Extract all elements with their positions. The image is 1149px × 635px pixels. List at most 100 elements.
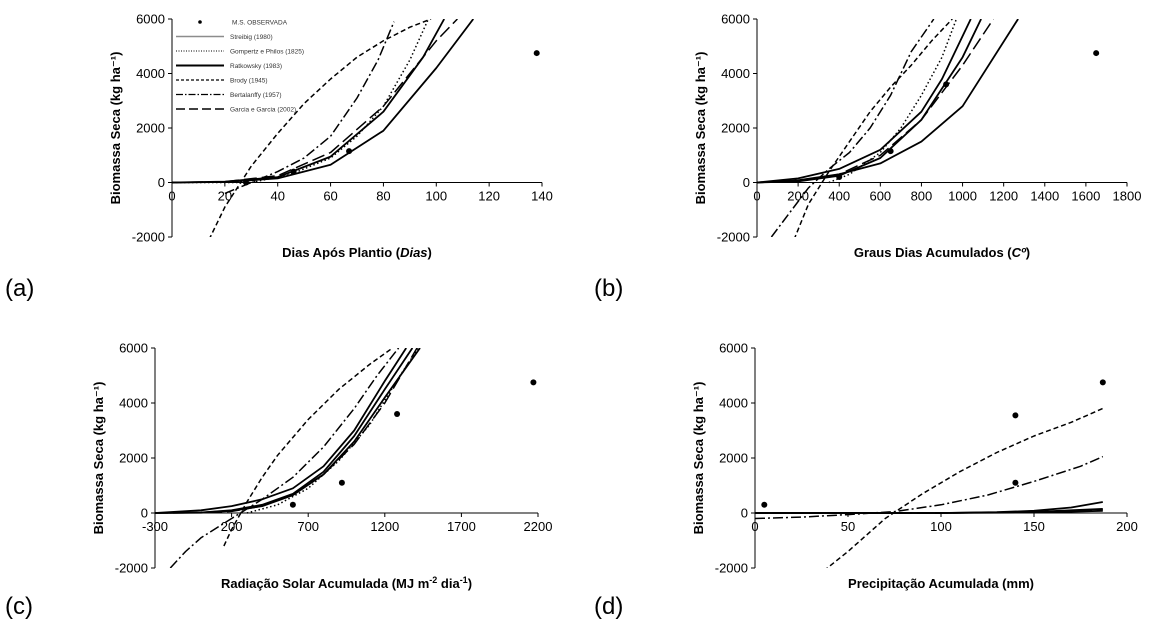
y-tick-label: 2000 bbox=[721, 121, 750, 136]
x-tick-label: 200 bbox=[1116, 519, 1138, 534]
y-tick-label: 0 bbox=[741, 506, 748, 521]
x-tick-label: 50 bbox=[841, 519, 855, 534]
legend-entry: Garcia e Garcia (2002) bbox=[176, 107, 296, 114]
y-tick-label: 4000 bbox=[136, 66, 165, 81]
x-tick-label: 0 bbox=[168, 189, 175, 204]
series-line-solid bbox=[757, 19, 972, 184]
y-tick-label: 6000 bbox=[719, 341, 748, 356]
y-tick-label: 4000 bbox=[119, 396, 148, 411]
x-tick-label: 80 bbox=[376, 189, 390, 204]
legend-label: Bertalanffy (1957) bbox=[230, 92, 282, 99]
series-line-dashdot bbox=[169, 348, 400, 568]
legend-label: Streibig (1980) bbox=[230, 34, 273, 41]
x-axis-title: Dias Após Plantio (Dias) bbox=[282, 245, 432, 260]
y-tick-label: 2000 bbox=[136, 121, 165, 136]
y-axis-title: Biomassa Seca (kg ha⁻¹) bbox=[91, 382, 106, 535]
y-axis-title: Biomassa Seca (kg ha⁻¹) bbox=[691, 382, 706, 535]
y-axis-title: Biomassa Seca (kg ha⁻¹) bbox=[693, 52, 708, 205]
panel-c: -2000 0 2000 4000 6000 -300 200 700 1200 1700 2200… bbox=[5, 341, 552, 621]
y-tick-label: 0 bbox=[141, 506, 148, 521]
x-tick-label: 1400 bbox=[1030, 189, 1059, 204]
observed-point bbox=[1099, 379, 1106, 386]
x-tick-label: 200 bbox=[221, 519, 243, 534]
series-line-dashdot bbox=[224, 21, 395, 195]
panel-label: (c) bbox=[5, 593, 33, 620]
x-axis-title: Graus Dias Acumulados (Cº) bbox=[854, 245, 1030, 260]
series-line-dotted bbox=[246, 348, 420, 514]
legend-label: Brody (1945) bbox=[230, 78, 268, 85]
x-tick-label: 60 bbox=[323, 189, 337, 204]
series-line-dotted bbox=[172, 19, 430, 184]
x-tick-label: 1200 bbox=[370, 519, 399, 534]
series-line-dashed bbox=[223, 348, 393, 547]
panel-label: (d) bbox=[594, 593, 623, 620]
y-tick-label: -2000 bbox=[132, 230, 165, 245]
x-tick-label: 600 bbox=[869, 189, 891, 204]
observed-point bbox=[1012, 479, 1019, 486]
observed-point bbox=[836, 174, 843, 181]
legend: M.S. OBSERVADA Streibig (1980) Gompertz e … bbox=[176, 20, 304, 114]
series-line-dotted bbox=[828, 19, 958, 184]
legend-entry: M.S. OBSERVADA bbox=[198, 20, 288, 27]
x-tick-label: 0 bbox=[753, 189, 760, 204]
legend-entry: Ratkowsky (1983) bbox=[176, 63, 282, 70]
legend-marker bbox=[198, 20, 202, 24]
panel-b: -2000 0 2000 4000 6000 0 200 400 600 800 1000 1200 1… bbox=[594, 12, 1141, 303]
observed-point bbox=[1012, 412, 1019, 419]
x-tick-label: 120 bbox=[478, 189, 500, 204]
x-tick-label: 100 bbox=[930, 519, 952, 534]
observed-point bbox=[530, 379, 537, 386]
series-line-longdash bbox=[172, 19, 458, 184]
legend-entry: Streibig (1980) bbox=[176, 34, 273, 41]
y-tick-label: 2000 bbox=[119, 451, 148, 466]
series-line-solid bbox=[155, 348, 407, 514]
x-tick-label: 700 bbox=[297, 519, 319, 534]
y-tick-label: 4000 bbox=[721, 66, 750, 81]
legend-label: M.S. OBSERVADA bbox=[232, 20, 288, 27]
x-tick-label: 800 bbox=[911, 189, 933, 204]
y-tick-label: 0 bbox=[743, 175, 750, 190]
y-tick-label: -2000 bbox=[115, 561, 148, 576]
panel-label: (b) bbox=[594, 275, 623, 302]
series-line-dashed bbox=[209, 19, 432, 237]
observed-point bbox=[887, 148, 894, 155]
y-axis-title: Biomassa Seca (kg ha⁻¹) bbox=[108, 52, 123, 205]
y-tick-label: 0 bbox=[158, 175, 165, 190]
observed-point bbox=[761, 501, 768, 508]
y-tick-label: 2000 bbox=[719, 451, 748, 466]
series-line-solid bbox=[155, 348, 414, 514]
legend-label: Garcia e Garcia (2002) bbox=[230, 107, 296, 114]
series-line-solid bbox=[155, 348, 421, 514]
x-tick-label: 1700 bbox=[447, 519, 476, 534]
series-line-longdash bbox=[755, 508, 1103, 514]
series-line-dashdot bbox=[770, 19, 935, 237]
series-line-solid bbox=[172, 19, 475, 184]
x-tick-label: 400 bbox=[828, 189, 850, 204]
observed-point bbox=[943, 81, 950, 88]
observed-point bbox=[533, 50, 540, 57]
x-tick-label: 0 bbox=[751, 519, 758, 534]
series-line-longdash bbox=[155, 348, 418, 514]
x-axis-title: Radiação Solar Acumulada (MJ m-2 dia-1) bbox=[221, 575, 472, 591]
legend-entry: Brody (1945) bbox=[176, 78, 268, 85]
x-tick-label: 1600 bbox=[1071, 189, 1100, 204]
series-line-longdash bbox=[757, 19, 995, 184]
series-line-dashed bbox=[826, 407, 1104, 568]
legend-label: Ratkowsky (1983) bbox=[230, 63, 282, 70]
observed-point bbox=[289, 501, 296, 508]
panel-label: (a) bbox=[5, 275, 34, 302]
x-tick-label: 2200 bbox=[524, 519, 553, 534]
observed-point bbox=[290, 168, 297, 175]
y-tick-label: -2000 bbox=[715, 561, 748, 576]
x-tick-label: 200 bbox=[787, 189, 809, 204]
legend-entry: Gompertz e Philos (1825) bbox=[176, 49, 304, 56]
y-tick-label: 6000 bbox=[119, 341, 148, 356]
observed-point bbox=[346, 148, 353, 155]
y-tick-label: 4000 bbox=[719, 396, 748, 411]
x-axis-title: Precipitação Acumulada (mm) bbox=[848, 576, 1034, 591]
observed-point bbox=[338, 479, 345, 486]
x-tick-label: 1000 bbox=[948, 189, 977, 204]
